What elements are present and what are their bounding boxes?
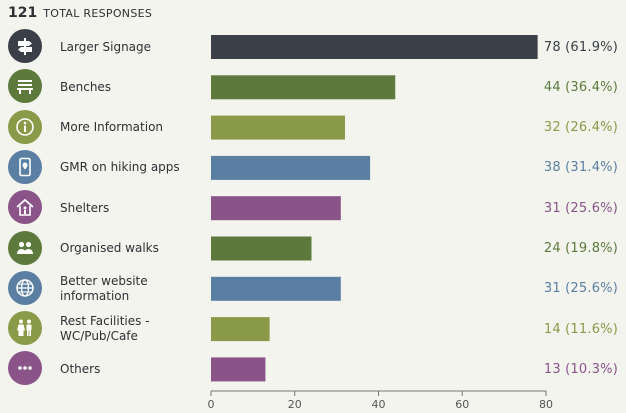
bar xyxy=(211,317,270,342)
toilets-icon xyxy=(8,311,42,346)
chart-row: GMR on hiking apps 38 (31.4%) xyxy=(0,148,626,188)
chart-row: Larger Signage 78 (61.9%) xyxy=(0,27,626,67)
bar xyxy=(211,357,266,382)
phone-pin-icon xyxy=(8,149,42,184)
chart-row: Rest Facilities - WC/Pub/Cafe 14 (11.6%) xyxy=(0,309,626,349)
bench-icon xyxy=(8,69,42,104)
bar xyxy=(211,196,341,221)
bar xyxy=(211,75,396,100)
info-icon xyxy=(8,109,42,144)
category-label: Benches xyxy=(60,79,112,94)
chart-row: Organised walks 24 (19.8%) xyxy=(0,229,626,269)
category-label: GMR on hiking apps xyxy=(60,160,180,175)
chart-row: Others 13 (10.3%) xyxy=(0,349,626,389)
category-label: Organised walks xyxy=(60,241,159,255)
bar xyxy=(211,276,341,301)
x-tick-label: 20 xyxy=(288,398,302,411)
x-tick-label: 0 xyxy=(208,398,215,411)
category-label: Shelters xyxy=(60,200,110,215)
chart-row: More Information 32 (26.4%) xyxy=(0,108,626,148)
category-label: More Information xyxy=(60,120,164,135)
chart-row: Benches 44 (36.4%) xyxy=(0,67,626,107)
category-label: Rest Facilities - WC/Pub/Cafe xyxy=(60,314,150,344)
shelter-icon xyxy=(8,190,42,225)
chart-row: Shelters 31 (25.6%) xyxy=(0,188,626,228)
chart-row: Better website information 31 (25.6%) xyxy=(0,269,626,309)
bar xyxy=(211,115,345,140)
more-dots-icon xyxy=(8,351,42,386)
people-icon xyxy=(8,230,42,265)
total-responses-label: TOTAL RESPONSES xyxy=(43,7,153,20)
category-label: Others xyxy=(60,361,101,376)
category-label: Better website information xyxy=(60,273,148,303)
data-label: 31 (25.6%) xyxy=(543,281,618,297)
x-tick-label: 80 xyxy=(539,398,553,411)
bar xyxy=(211,236,312,261)
total-responses-count: 121 xyxy=(8,5,38,21)
total-responses-header: 121 TOTAL RESPONSES xyxy=(8,5,152,21)
data-label: 32 (26.4%) xyxy=(543,120,618,136)
data-label: 31 (25.6%) xyxy=(543,200,618,216)
data-label: 24 (19.8%) xyxy=(543,241,618,256)
data-label: 78 (61.9%) xyxy=(543,39,618,55)
data-label: 13 (10.3%) xyxy=(543,361,618,377)
data-label: 14 (11.6%) xyxy=(543,321,618,337)
x-tick-label: 60 xyxy=(455,398,469,411)
signpost-icon xyxy=(8,29,42,63)
bar xyxy=(211,155,371,180)
x-tick-label: 40 xyxy=(372,398,386,411)
globe-icon xyxy=(8,270,42,305)
bar xyxy=(211,35,538,59)
data-label: 38 (31.4%) xyxy=(543,160,618,176)
data-label: 44 (36.4%) xyxy=(543,79,618,95)
category-label: Larger Signage xyxy=(60,39,152,54)
